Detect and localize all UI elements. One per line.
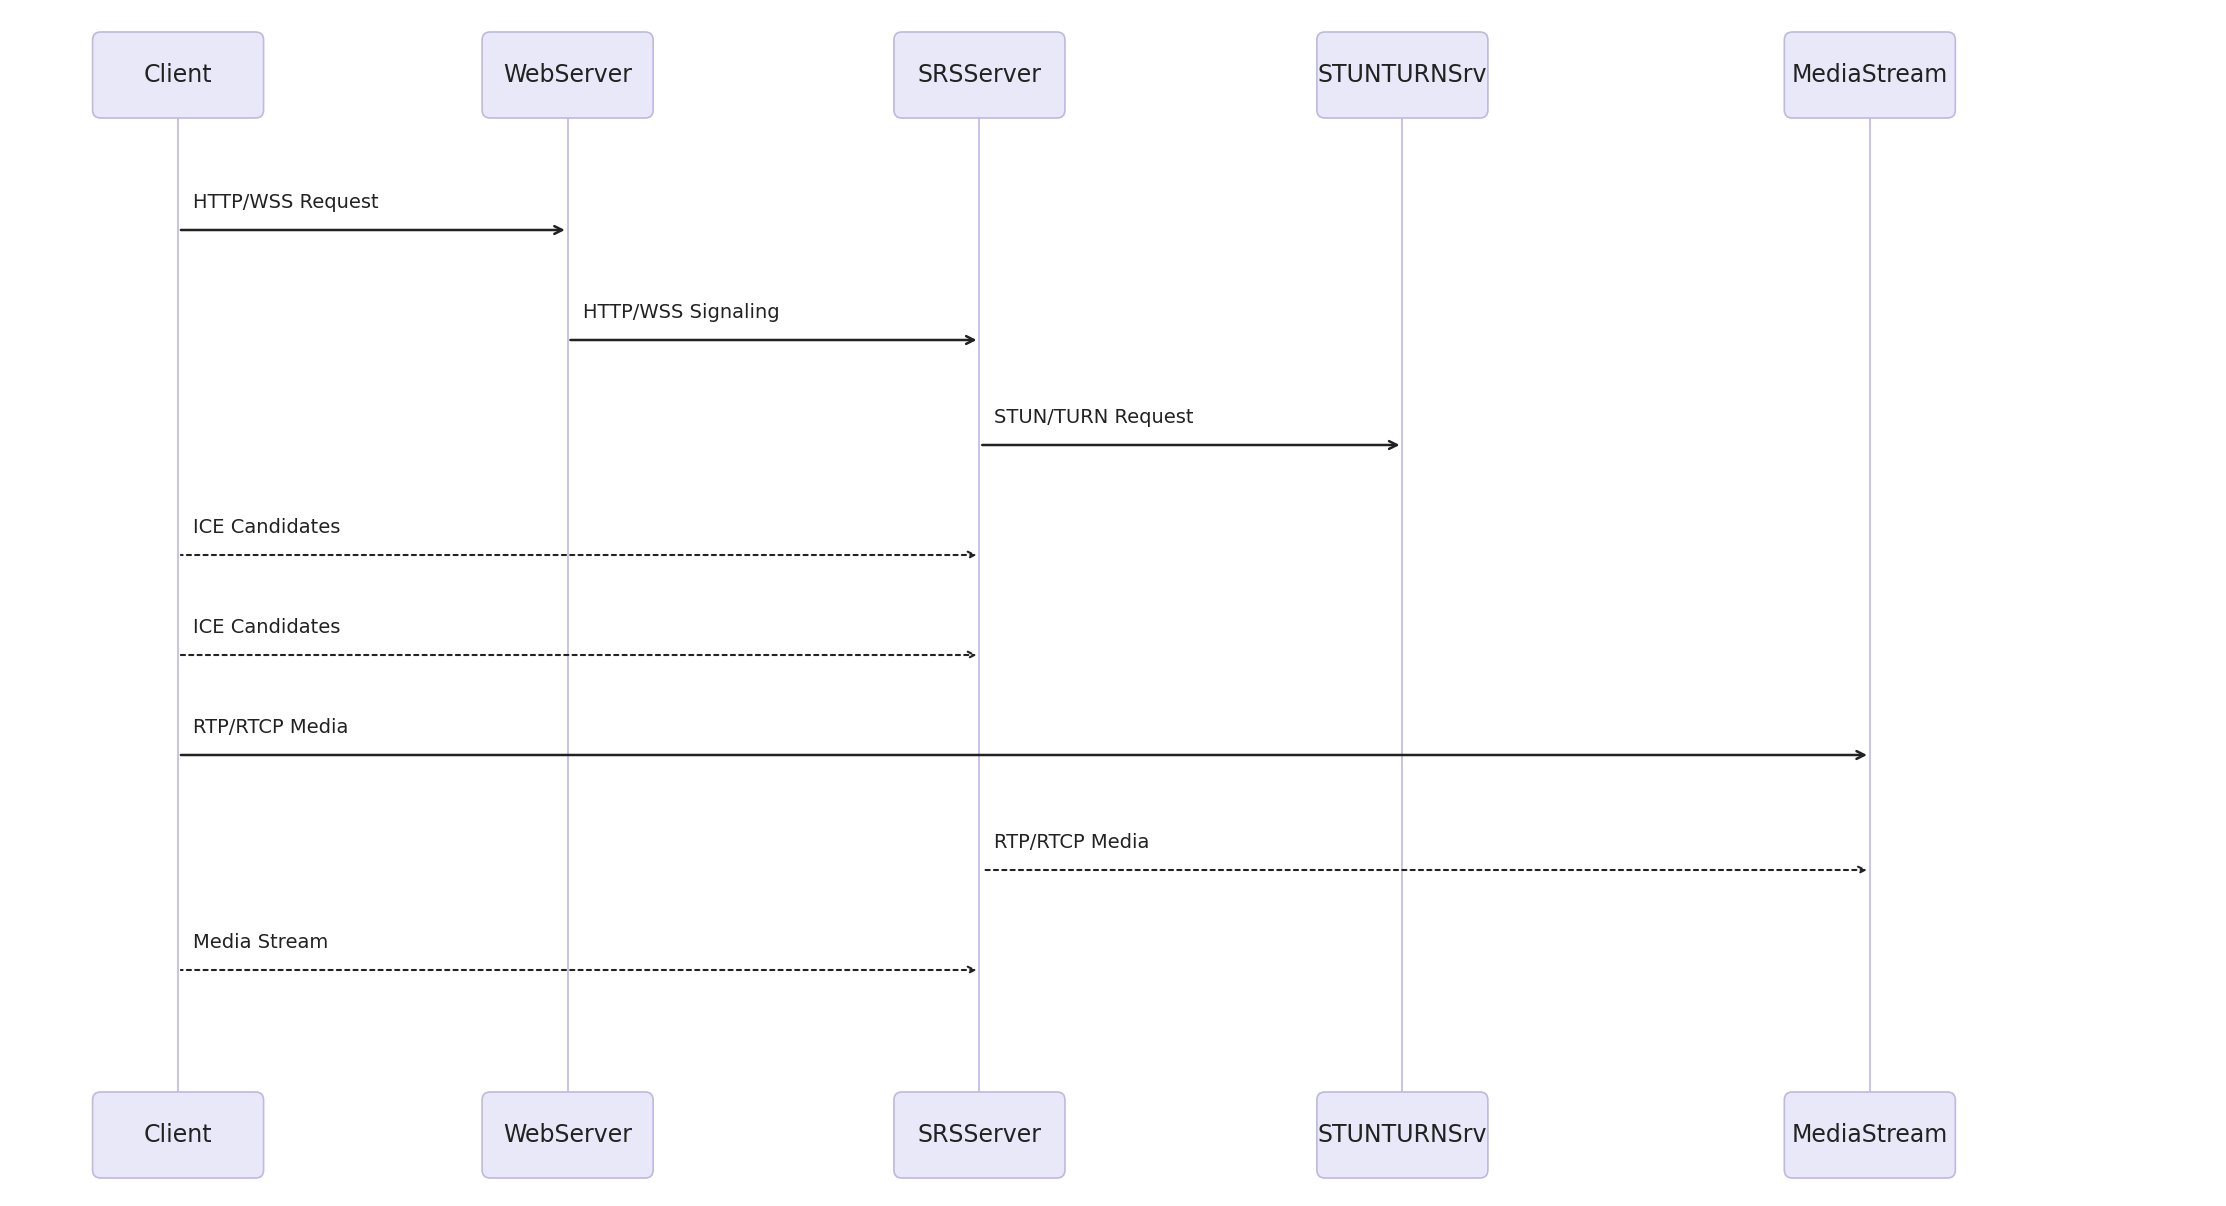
Text: HTTP/WSS Request: HTTP/WSS Request	[194, 193, 378, 212]
Text: MediaStream: MediaStream	[1792, 63, 1948, 87]
FancyBboxPatch shape	[1785, 1091, 1954, 1178]
FancyBboxPatch shape	[483, 1091, 652, 1178]
FancyBboxPatch shape	[895, 1091, 1064, 1178]
FancyBboxPatch shape	[1318, 1091, 1487, 1178]
FancyBboxPatch shape	[1318, 33, 1487, 118]
Text: RTP/RTCP Media: RTP/RTCP Media	[995, 833, 1151, 851]
FancyBboxPatch shape	[1785, 33, 1954, 118]
Text: Client: Client	[145, 63, 211, 87]
Text: HTTP/WSS Signaling: HTTP/WSS Signaling	[583, 303, 779, 322]
Text: SRSServer: SRSServer	[917, 63, 1042, 87]
Text: SRSServer: SRSServer	[917, 1123, 1042, 1147]
Text: ICE Candidates: ICE Candidates	[194, 617, 341, 637]
Text: ICE Candidates: ICE Candidates	[194, 519, 341, 537]
FancyBboxPatch shape	[93, 33, 263, 118]
Text: Media Stream: Media Stream	[194, 933, 327, 952]
Text: RTP/RTCP Media: RTP/RTCP Media	[194, 718, 349, 737]
FancyBboxPatch shape	[483, 33, 652, 118]
Text: STUNTURNSrv: STUNTURNSrv	[1318, 63, 1487, 87]
Text: Client: Client	[145, 1123, 211, 1147]
Text: WebServer: WebServer	[503, 63, 632, 87]
FancyBboxPatch shape	[93, 1091, 263, 1178]
Text: WebServer: WebServer	[503, 1123, 632, 1147]
Text: STUN/TURN Request: STUN/TURN Request	[995, 408, 1193, 427]
Text: STUNTURNSrv: STUNTURNSrv	[1318, 1123, 1487, 1147]
FancyBboxPatch shape	[895, 33, 1064, 118]
Text: MediaStream: MediaStream	[1792, 1123, 1948, 1147]
